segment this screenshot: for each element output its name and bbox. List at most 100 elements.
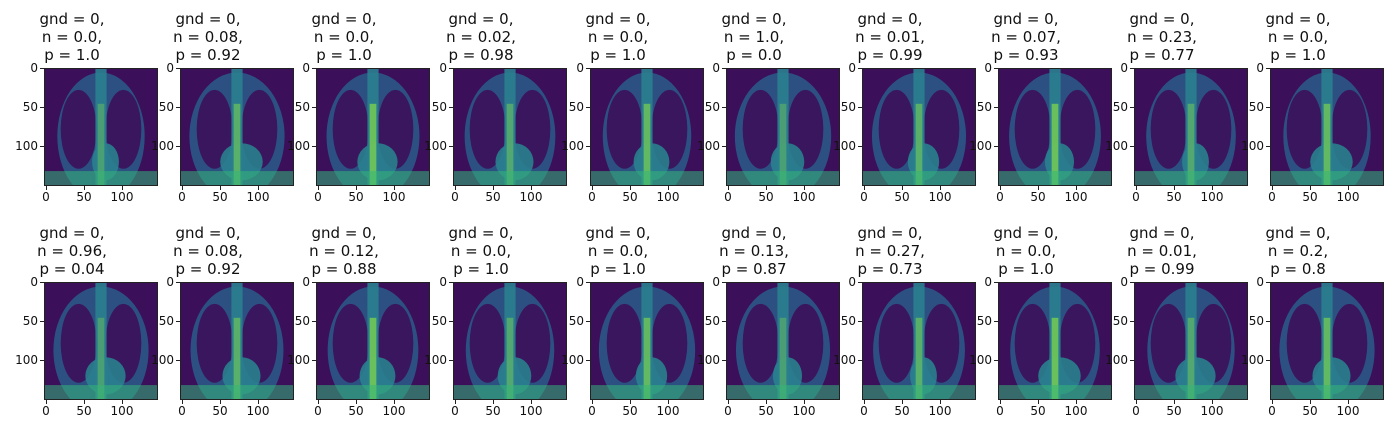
x-tick-label: 0 [178, 190, 186, 204]
panel-title-n: n = 0.96, [37, 242, 107, 260]
y-tick-mark [40, 282, 44, 283]
x-tick-mark [1310, 400, 1311, 404]
panel-title-p: p = 0.99 [857, 46, 923, 64]
xray-rendering [1271, 283, 1383, 399]
panel-title-p: p = 1.0 [453, 260, 509, 278]
x-tick-mark [1310, 186, 1311, 190]
x-tick-mark [804, 400, 805, 404]
x-tick-mark [318, 400, 319, 404]
xray-rendering [317, 69, 429, 185]
y-tick-label: 0 [30, 275, 38, 289]
x-tick-mark [864, 186, 865, 190]
xray-panel: gnd = 0, n = 0.23, p = 0.77 0 50 100 0 50 100 [1094, 0, 1248, 210]
x-tick-label: 0 [996, 404, 1004, 418]
x-tick-label: 50 [758, 404, 774, 418]
panel-title: gnd = 0, n = 0.0, p = 1.0 [1230, 10, 1366, 64]
x-tick-mark [1212, 400, 1213, 404]
panel-title-n: n = 0.0, [995, 242, 1057, 260]
x-tick-label: 100 [1200, 404, 1224, 418]
x-tick-label: 0 [588, 404, 596, 418]
y-tick-mark [176, 146, 180, 147]
x-tick-label: 100 [792, 190, 816, 204]
xray-panel: gnd = 0, n = 0.2, p = 0.8 0 50 100 0 50 100 [1230, 214, 1384, 424]
y-tick-mark [1130, 321, 1134, 322]
xray-rendering [181, 69, 293, 185]
x-tick-label: 50 [758, 190, 774, 204]
panel-title-p: p = 1.0 [1270, 46, 1326, 64]
x-tick-mark [1000, 186, 1001, 190]
panel-title-n: n = 0.12, [309, 242, 379, 260]
x-tick-label: 50 [485, 190, 501, 204]
x-tick-mark [1076, 186, 1077, 190]
panel-title: gnd = 0, n = 0.23, p = 0.77 [1094, 10, 1230, 64]
x-tick-mark [1272, 186, 1273, 190]
xray-panel: gnd = 0, n = 0.12, p = 0.88 0 50 100 0 50 100 [276, 214, 430, 424]
panel-title-gnd: gnd = 0, [585, 10, 651, 28]
x-tick-mark [1076, 400, 1077, 404]
y-tick-label: 100 [561, 353, 584, 367]
y-tick-mark [312, 282, 316, 283]
xray-rendering [45, 69, 157, 185]
x-tick-mark [668, 186, 669, 190]
panel-title-gnd: gnd = 0, [311, 10, 377, 28]
y-tick-mark [722, 360, 726, 361]
panel-title-n: n = 0.07, [991, 28, 1061, 46]
x-tick-mark [902, 400, 903, 404]
panel-title-gnd: gnd = 0, [1265, 10, 1331, 28]
panel-title-n: n = 0.01, [855, 28, 925, 46]
x-tick-mark [258, 400, 259, 404]
y-tick-label: 0 [712, 61, 720, 75]
y-tick-label: 50 [294, 314, 310, 328]
y-tick-label: 100 [1105, 353, 1128, 367]
panel-title-p: p = 0.73 [857, 260, 923, 278]
x-tick-mark [122, 186, 123, 190]
y-tick-label: 0 [439, 61, 447, 75]
y-tick-mark [449, 360, 453, 361]
y-tick-mark [722, 282, 726, 283]
x-tick-label: 0 [42, 190, 50, 204]
y-tick-mark [176, 282, 180, 283]
x-tick-label: 100 [1336, 190, 1360, 204]
xray-rendering [454, 283, 566, 399]
chest-xray-image [862, 282, 976, 400]
x-tick-mark [1174, 400, 1175, 404]
y-tick-mark [40, 107, 44, 108]
xray-panel: gnd = 0, n = 0.27, p = 0.73 0 50 100 0 50 100 [822, 214, 976, 424]
y-tick-label: 100 [287, 139, 310, 153]
xray-rendering [591, 283, 703, 399]
xray-panel: gnd = 0, n = 0.08, p = 0.92 0 50 100 0 50 100 [140, 214, 294, 424]
xray-panel: gnd = 0, n = 0.13, p = 0.87 0 50 100 0 50 100 [686, 214, 840, 424]
panel-title-n: n = 0.0, [587, 28, 649, 46]
x-tick-mark [668, 400, 669, 404]
x-tick-label: 0 [314, 190, 322, 204]
y-tick-label: 50 [704, 100, 720, 114]
x-tick-mark [902, 186, 903, 190]
x-tick-label: 0 [178, 404, 186, 418]
y-tick-mark [722, 146, 726, 147]
x-tick-label: 100 [519, 404, 543, 418]
y-tick-mark [312, 146, 316, 147]
x-tick-label: 100 [928, 404, 952, 418]
panel-title-n: n = 1.0, [723, 28, 785, 46]
xray-panel: gnd = 0, n = 0.0, p = 1.0 0 50 100 0 50 100 [550, 0, 704, 210]
x-tick-label: 50 [348, 404, 364, 418]
panel-title-gnd: gnd = 0, [993, 10, 1059, 28]
chest-xray-image [862, 68, 976, 186]
y-tick-mark [1266, 282, 1270, 283]
y-tick-label: 50 [158, 100, 174, 114]
y-tick-label: 0 [1256, 61, 1264, 75]
x-tick-mark [940, 186, 941, 190]
x-tick-label: 0 [314, 404, 322, 418]
y-tick-label: 50 [431, 100, 447, 114]
panel-title-gnd: gnd = 0, [857, 10, 923, 28]
xray-rendering [1271, 69, 1383, 185]
panel-title-n: n = 0.13, [719, 242, 789, 260]
x-tick-mark [394, 186, 395, 190]
y-tick-label: 50 [704, 314, 720, 328]
panel-title-gnd: gnd = 0, [448, 224, 514, 242]
chest-xray-image [316, 282, 430, 400]
x-tick-mark [455, 400, 456, 404]
panel-title-p: p = 0.92 [175, 260, 241, 278]
y-tick-label: 0 [302, 61, 310, 75]
y-tick-label: 0 [166, 61, 174, 75]
